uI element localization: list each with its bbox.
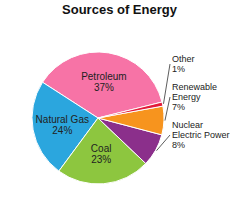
svg-text:Natural Gas24%: Natural Gas24% [36,114,89,136]
svg-text:RenewableEnergy7%: RenewableEnergy7% [172,82,217,112]
svg-text:NuclearElectric Power8%: NuclearElectric Power8% [172,120,230,150]
svg-text:Petroleum37%: Petroleum37% [81,71,127,93]
html-text:Sources of Energy: Sources of Energy [62,2,177,17]
svg-text:Other1%: Other1% [172,54,195,74]
svg-text:Coal23%: Coal23% [91,143,112,165]
